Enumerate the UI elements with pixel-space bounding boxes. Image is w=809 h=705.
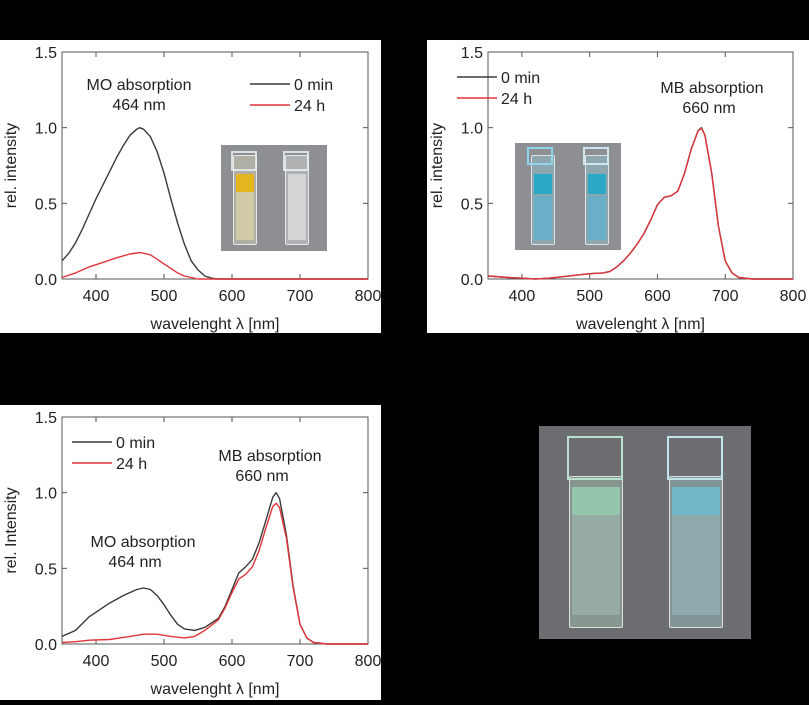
legend-label: 24 h [501, 91, 532, 108]
x-tick-label: 600 [644, 288, 671, 305]
series-line-24h [61, 251, 368, 280]
inset-photo-mo-cuvettes [221, 145, 327, 251]
y-tick-label: 0.5 [461, 196, 483, 213]
y-axis-label: rel. intensity [3, 123, 20, 208]
panel-mb-spectrum: 400 500 600 700 800 0.0 0.5 1.0 1.5 wavelenght λ … [427, 40, 809, 333]
series-line-24h [487, 127, 793, 280]
peak-annotation: MB absorption [660, 80, 763, 97]
panel-mixture-spectrum: 400 500 600 700 800 0.0 0.5 1.0 1.5 wavelenght λ … [0, 405, 381, 700]
x-axis-label: wavelenght λ [nm] [150, 681, 280, 698]
y-tick-label: 1.5 [461, 45, 483, 62]
legend-label: 0 min [501, 70, 540, 87]
y-tick-label: 0.0 [35, 637, 57, 654]
y-tick-label: 1.0 [35, 486, 57, 503]
y-tick-label: 0.0 [35, 272, 57, 289]
y-tick-label: 1.5 [35, 45, 57, 62]
x-tick-label: 500 [576, 288, 603, 305]
chart-mixture: 400 500 600 700 800 0.0 0.5 1.0 1.5 wavelenght λ … [3, 410, 381, 698]
series-line-24h [61, 502, 368, 645]
legend-label: 24 h [116, 456, 147, 473]
y-axis-label: rel. intensity [429, 123, 446, 208]
y-axis-label: rel. Intensity [3, 487, 20, 573]
y-tick-label: 1.0 [461, 121, 483, 138]
x-tick-label: 600 [219, 653, 246, 670]
x-tick-label: 500 [151, 653, 178, 670]
x-axis-label: wavelenght λ [nm] [575, 316, 705, 333]
peak-annotation: MO absorption [87, 77, 192, 94]
x-tick-label: 700 [287, 288, 314, 305]
inset-photo-mb-cuvettes [515, 143, 621, 250]
series-line-0min [61, 127, 368, 280]
photo-mixture-cuvettes [539, 426, 751, 639]
x-axis-label: wavelenght λ [nm] [150, 316, 280, 333]
peak-annotation: MO absorption [91, 534, 196, 551]
peak-annotation: 464 nm [108, 554, 161, 571]
chart-mb: 400 500 600 700 800 0.0 0.5 1.0 1.5 wavelenght λ … [429, 45, 807, 333]
peak-annotation: 660 nm [235, 468, 288, 485]
x-tick-label: 500 [151, 288, 178, 305]
x-tick-label: 800 [780, 288, 807, 305]
y-tick-label: 0.5 [35, 561, 57, 578]
plot-frame [487, 51, 794, 280]
y-tick-label: 1.0 [35, 121, 57, 138]
peak-annotation: 660 nm [682, 100, 735, 117]
x-tick-label: 400 [83, 653, 110, 670]
legend-label: 24 h [294, 98, 325, 115]
x-tick-label: 700 [287, 653, 314, 670]
x-tick-label: 700 [712, 288, 739, 305]
x-tick-label: 600 [219, 288, 246, 305]
y-tick-label: 0.5 [35, 196, 57, 213]
legend-label: 0 min [294, 77, 333, 94]
chart-mo: 400 500 600 700 800 0.0 0.5 1.0 1.5 wavelenght λ … [3, 45, 381, 333]
x-tick-label: 800 [355, 288, 381, 305]
peak-annotation: 464 nm [112, 97, 165, 114]
panel-mo-spectrum: 400 500 600 700 800 0.0 0.5 1.0 1.5 wavelenght λ … [0, 40, 381, 333]
x-tick-label: 800 [355, 653, 381, 670]
x-tick-label: 400 [83, 288, 110, 305]
legend-label: 0 min [116, 435, 155, 452]
peak-annotation: MB absorption [218, 448, 321, 465]
y-tick-label: 1.5 [35, 410, 57, 427]
plot-frame [61, 416, 369, 645]
x-tick-label: 400 [509, 288, 536, 305]
y-tick-label: 0.0 [461, 272, 483, 289]
